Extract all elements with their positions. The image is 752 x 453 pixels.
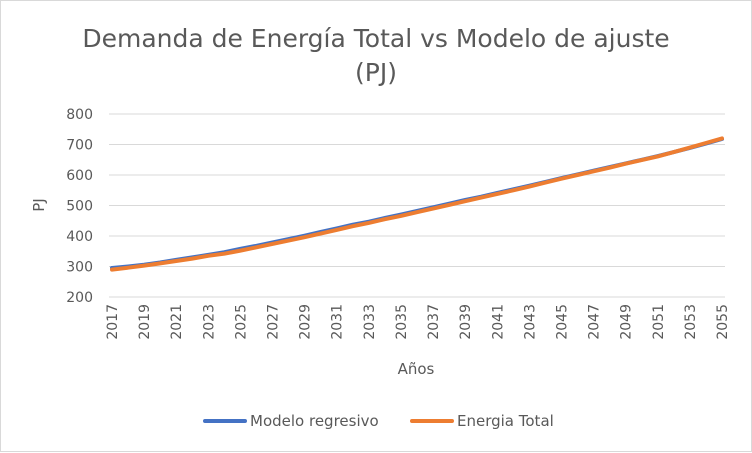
y-tick-label: 500 (66, 199, 93, 215)
x-tick-label: 2049 (619, 304, 635, 340)
chart-title-line-2: (PJ) (355, 58, 397, 87)
x-tick-label: 2051 (651, 304, 667, 340)
x-tick-label: 2019 (137, 304, 153, 340)
x-tick-label: 2033 (362, 304, 378, 340)
y-tick-label: 700 (66, 138, 93, 154)
y-axis-label: PJ (30, 198, 48, 211)
x-tick-label: 2039 (458, 304, 474, 340)
y-axis-ticks: 200 300 400 500 600 700 800 (66, 107, 93, 306)
series-line-energia-total (110, 136, 724, 272)
x-tick-label: 2017 (105, 304, 121, 340)
y-tick-label: 600 (66, 168, 93, 184)
x-tick-label: 2027 (266, 304, 282, 340)
x-tick-label: 2043 (522, 304, 538, 340)
x-tick-label: 2031 (330, 304, 346, 340)
x-tick-label: 2025 (233, 304, 249, 340)
x-axis-label: Años (398, 360, 435, 378)
y-tick-label: 800 (66, 107, 93, 123)
x-tick-label: 2047 (587, 304, 603, 340)
y-tick-label: 400 (66, 229, 93, 245)
x-axis-ticks: 2017 2019 2021 2023 2025 2027 2029 2031 2033 2035… (105, 304, 731, 340)
x-tick-label: 2023 (201, 304, 217, 340)
legend: Modelo regresivo Energia Total (203, 412, 554, 430)
gridlines (109, 113, 725, 298)
x-tick-label: 2041 (490, 304, 506, 340)
x-tick-label: 2035 (394, 304, 410, 340)
legend-label: Energia Total (457, 412, 554, 430)
x-tick-label: 2037 (426, 304, 442, 340)
y-tick-label: 200 (66, 290, 93, 306)
x-tick-label: 2021 (169, 304, 185, 340)
x-tick-label: 2045 (554, 304, 570, 340)
series-line-modelo-regresivo (110, 137, 724, 270)
x-tick-label: 2029 (298, 304, 314, 340)
chart-title-line-1: Demanda de Energía Total vs Modelo de aj… (82, 24, 669, 53)
y-tick-label: 300 (66, 260, 93, 276)
x-tick-label: 2053 (683, 304, 699, 340)
x-tick-label: 2055 (715, 304, 731, 340)
series-lines (110, 136, 724, 272)
legend-label: Modelo regresivo (250, 412, 379, 430)
